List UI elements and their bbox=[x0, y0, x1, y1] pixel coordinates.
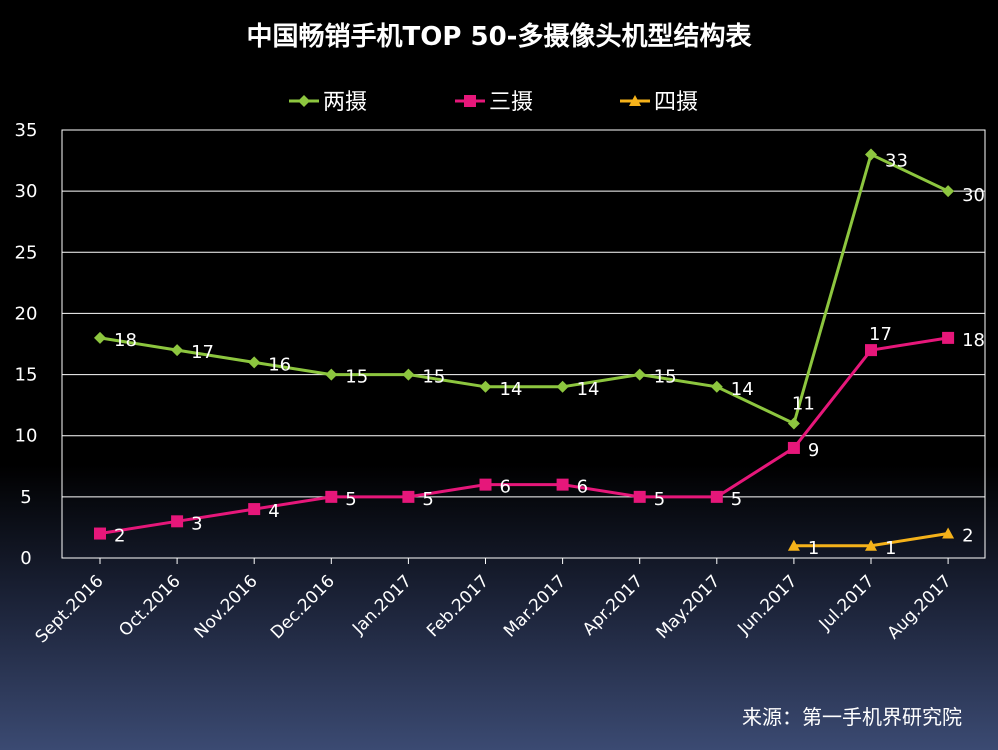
x-tick-label-3: Dec.2016 bbox=[267, 571, 339, 643]
y-tick-label-5: 5 bbox=[20, 487, 31, 508]
x-tick-label-10: Jul.2017 bbox=[815, 571, 879, 635]
series-0-label-11: 30 bbox=[962, 185, 985, 206]
series-line-0 bbox=[99, 152, 949, 426]
series-0-point-0 bbox=[94, 331, 106, 344]
series-1-label-5: 6 bbox=[500, 477, 511, 498]
x-tick-label-1: Oct.2016 bbox=[115, 571, 184, 640]
x-axis: Sept.2016 Oct.2016 Nov.2016 Dec.2016 Jan.201… bbox=[32, 558, 956, 647]
series-1-point-7 bbox=[633, 490, 646, 503]
series-1-point-3 bbox=[325, 490, 338, 503]
legend-label-1: 三摄 bbox=[489, 90, 533, 115]
series-0-label-10: 33 bbox=[885, 150, 908, 171]
series-1-point-8 bbox=[710, 490, 723, 503]
series-1-point-6 bbox=[556, 478, 569, 491]
series-1-label-4: 5 bbox=[422, 489, 433, 510]
series-2-label-10: 1 bbox=[885, 538, 896, 559]
x-tick-label-4: Jan.2017 bbox=[348, 571, 416, 639]
source-note: 来源：第一手机界研究院 bbox=[742, 705, 962, 729]
series-1-label-11: 18 bbox=[962, 330, 985, 351]
series-1-label-2: 4 bbox=[268, 501, 279, 522]
series-2-point-9 bbox=[787, 539, 800, 551]
series-1-label-9: 9 bbox=[808, 440, 819, 461]
series-1-point-4 bbox=[402, 490, 415, 503]
x-tick-label-5: Feb.2017 bbox=[423, 571, 493, 641]
chart-title: 中国畅销手机TOP 50-多摄像头机型结构表 bbox=[247, 22, 753, 52]
series-0-point-10 bbox=[865, 148, 877, 161]
x-tick-label-0: Sept.2016 bbox=[32, 571, 108, 647]
gridlines bbox=[61, 129, 986, 559]
series-1-label-10: 17 bbox=[869, 324, 892, 345]
series-0-point-7 bbox=[633, 368, 646, 381]
series-1-point-2 bbox=[248, 503, 261, 516]
series-2-label-11: 2 bbox=[962, 526, 973, 547]
series-2-point-10 bbox=[865, 539, 877, 551]
x-tick-label-7: Apr.2017 bbox=[579, 571, 647, 639]
series-1-point-5 bbox=[479, 478, 492, 491]
series-0-label-4: 15 bbox=[422, 367, 445, 388]
series-1-point-9 bbox=[787, 441, 800, 454]
x-tick-label-9: Jun.2017 bbox=[733, 571, 801, 639]
series-line-1 bbox=[99, 336, 949, 536]
x-tick-label-11: Aug.2017 bbox=[884, 571, 956, 643]
series-1-label-1: 3 bbox=[191, 513, 202, 534]
series-1-label-8: 5 bbox=[731, 489, 742, 510]
series-0-label-1: 17 bbox=[191, 342, 214, 363]
series-1-point-1 bbox=[171, 515, 184, 528]
y-tick-label-30: 30 bbox=[15, 181, 38, 202]
series-1-label-0: 2 bbox=[114, 526, 125, 547]
legend-marker-1 bbox=[464, 95, 476, 107]
series-0: 18 17 16 15 15 14 14 15 14 11 33 30 bbox=[94, 148, 985, 430]
series-0-point-9 bbox=[787, 417, 800, 430]
series-0-point-6 bbox=[556, 380, 569, 393]
legend-marker-0 bbox=[298, 95, 310, 107]
x-tick-label-6: Mar.2017 bbox=[500, 571, 570, 641]
series-0-point-3 bbox=[325, 368, 338, 381]
series-1-point-10 bbox=[865, 344, 877, 357]
legend: 两摄 三摄 四摄 bbox=[289, 90, 698, 115]
legend-item-1: 三摄 bbox=[455, 90, 533, 115]
y-tick-label-35: 35 bbox=[15, 120, 38, 141]
series-0-label-5: 14 bbox=[500, 379, 523, 400]
legend-label-2: 四摄 bbox=[654, 90, 698, 115]
series-0-point-8 bbox=[710, 380, 723, 393]
y-tick-label-25: 25 bbox=[15, 242, 38, 263]
legend-label-0: 两摄 bbox=[323, 90, 367, 115]
series-0-point-4 bbox=[402, 368, 415, 381]
series-0-label-3: 15 bbox=[345, 367, 368, 388]
series-0-point-1 bbox=[171, 344, 184, 357]
series-0-label-6: 14 bbox=[577, 379, 600, 400]
series-0-label-7: 15 bbox=[654, 367, 677, 388]
series-0-label-9: 11 bbox=[792, 393, 815, 414]
series-2-point-11 bbox=[942, 527, 955, 539]
series-2: 1 1 2 bbox=[787, 526, 974, 559]
series-1-label-6: 6 bbox=[577, 477, 588, 498]
series-1: 2 3 4 5 5 6 6 5 5 9 17 18 bbox=[94, 324, 985, 547]
x-tick-label-8: May.2017 bbox=[653, 571, 725, 643]
legend-marker-2 bbox=[629, 95, 641, 106]
series-0-point-2 bbox=[248, 356, 261, 369]
series-0-label-8: 14 bbox=[731, 379, 754, 400]
y-axis: 0 5 10 15 20 25 30 35 bbox=[15, 120, 38, 569]
legend-item-0: 两摄 bbox=[289, 90, 367, 115]
y-tick-label-10: 10 bbox=[15, 426, 38, 447]
plot-frame bbox=[61, 129, 986, 559]
series-1-label-3: 5 bbox=[345, 489, 356, 510]
y-tick-label-20: 20 bbox=[15, 303, 38, 324]
series-1-point-0 bbox=[94, 527, 106, 540]
series-0-point-5 bbox=[479, 380, 492, 393]
y-tick-label-0: 0 bbox=[20, 548, 31, 569]
y-tick-label-15: 15 bbox=[15, 365, 38, 386]
series-0-label-2: 16 bbox=[268, 354, 291, 375]
series-0-point-11 bbox=[942, 185, 955, 198]
legend-item-2: 四摄 bbox=[620, 90, 698, 115]
series-1-point-11 bbox=[942, 331, 955, 344]
series-1-label-7: 5 bbox=[654, 489, 665, 510]
series-0-label-0: 18 bbox=[114, 330, 137, 351]
x-tick-label-2: Nov.2016 bbox=[191, 571, 262, 642]
series-2-label-9: 1 bbox=[808, 538, 819, 559]
